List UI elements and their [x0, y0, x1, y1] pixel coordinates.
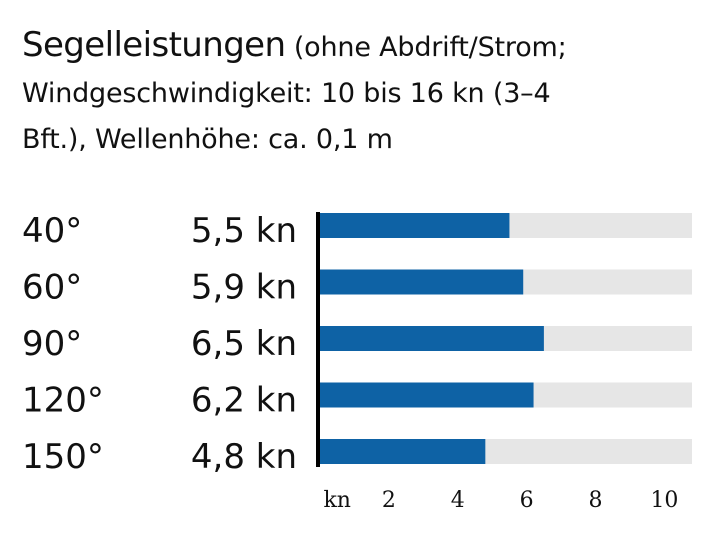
category-label: 150° — [22, 437, 104, 477]
data-label: 5,9 kn — [191, 268, 297, 308]
x-tick-label: 8 — [589, 488, 603, 513]
x-tick-label: 6 — [520, 488, 534, 513]
category-label: 90° — [22, 324, 82, 364]
category-label: 120° — [22, 381, 104, 421]
x-tick-label: kn — [323, 488, 351, 513]
x-tick-label: 2 — [382, 488, 396, 513]
data-label: 4,8 kn — [191, 437, 297, 477]
chart-title: Segelleistungen — [22, 25, 286, 65]
x-tick-label: 4 — [451, 488, 465, 513]
y-axis-line — [316, 212, 320, 467]
chart-subtitle-line3: Bft.), Wellenhöhe: ca. 0,1 m — [22, 124, 393, 155]
data-label: 6,2 kn — [191, 381, 297, 421]
bar — [320, 326, 544, 351]
chart-subtitle-part1: (ohne Abdrift/Strom; — [285, 32, 567, 63]
category-label: 60° — [22, 268, 82, 308]
chart-title-block: Segelleistungen (ohne Abdrift/Strom; Win… — [22, 22, 702, 163]
bar — [320, 213, 510, 238]
category-label: 40° — [22, 211, 82, 251]
title-line-1: Segelleistungen (ohne Abdrift/Strom; — [22, 22, 702, 71]
bar — [320, 439, 486, 464]
x-tick-label: 10 — [650, 488, 678, 513]
data-label: 5,5 kn — [191, 211, 297, 251]
data-label: 6,5 kn — [191, 324, 297, 364]
bar — [320, 269, 524, 295]
bar — [320, 382, 534, 408]
chart-subtitle-line2: Windgeschwindigkeit: 10 bis 16 kn (3–4 — [22, 78, 551, 109]
